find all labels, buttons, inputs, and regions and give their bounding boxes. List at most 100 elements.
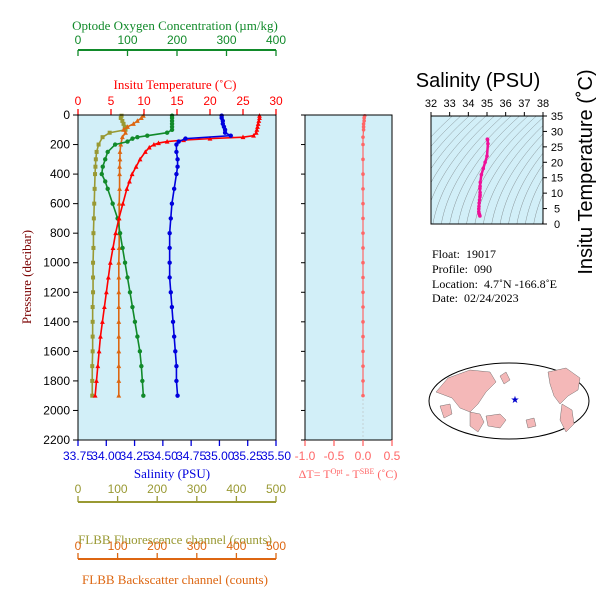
insitu-temperature-point bbox=[94, 378, 99, 383]
flbb-backscatter-channel-point bbox=[117, 156, 123, 162]
flbb-backscatter-channel-point bbox=[116, 393, 122, 398]
ts-title: Salinity (PSU) bbox=[416, 70, 540, 92]
optode-oxygen-concentration-point bbox=[169, 127, 175, 132]
optode-oxygen-concentration-point bbox=[120, 245, 125, 251]
flbb-fluorescence-channel-point bbox=[91, 260, 96, 265]
optode-oxygen-concentration-point bbox=[132, 319, 138, 325]
delta-tick-label: -1.0 bbox=[295, 449, 316, 463]
insitu-temperature-point bbox=[100, 319, 105, 324]
ts-track-point bbox=[483, 160, 487, 165]
flbb-fluorescence-channel-point bbox=[91, 290, 96, 295]
ts-y-tick-label: 10 bbox=[551, 188, 563, 200]
insitu-temperature-point bbox=[251, 133, 256, 138]
insitu-temperature-point bbox=[146, 144, 152, 150]
salinity-axis: 33.7534.0034.2534.5034.7535.0035.2535.50… bbox=[63, 440, 291, 481]
ts-track-point bbox=[481, 166, 486, 171]
backscatter-tick-label: 300 bbox=[187, 539, 207, 553]
salinity-point bbox=[175, 393, 180, 398]
ts-x-tick-label: 33 bbox=[444, 98, 456, 110]
temperature-tick-label: 10 bbox=[137, 94, 151, 108]
profile-label: Profile: bbox=[432, 262, 468, 276]
insitu-temperature-point bbox=[103, 289, 109, 295]
salinity-point bbox=[167, 275, 172, 280]
fluorescence-tick-label: 200 bbox=[147, 482, 167, 496]
ts-y-tick-label: 20 bbox=[551, 157, 563, 169]
insitu-temperature-point bbox=[256, 118, 262, 123]
insitu-temperature-point bbox=[96, 348, 102, 354]
delta-t-point bbox=[362, 116, 366, 120]
fluorescence-tick-label: 400 bbox=[226, 482, 246, 496]
flbb-fluorescence-channel-point bbox=[90, 319, 95, 324]
optode-oxygen-concentration-point bbox=[125, 139, 130, 144]
flbb-fluorescence-channel-point bbox=[123, 127, 128, 132]
insitu-temperature-point bbox=[98, 333, 103, 339]
ts-density-contour bbox=[457, 116, 529, 224]
ts-track-point bbox=[478, 180, 483, 185]
insitu-temperature-point bbox=[253, 130, 259, 135]
insitu-temperature-point bbox=[133, 164, 139, 169]
delta-tick-label: 0.5 bbox=[384, 449, 401, 463]
ts-track-point bbox=[486, 141, 490, 146]
optode-oxygen-concentration-point bbox=[103, 179, 108, 184]
delta-t-point bbox=[361, 364, 365, 368]
salinity-point bbox=[168, 216, 173, 221]
temperature-tick-label: 20 bbox=[203, 94, 217, 108]
float-info: Float: 19017 Profile: 090 Location: 4.7˚N -… bbox=[432, 247, 557, 305]
insitu-temperature-point bbox=[142, 149, 148, 154]
insitu-temperature-point bbox=[95, 363, 101, 369]
ts-track-point bbox=[479, 172, 484, 177]
delta-t-point bbox=[361, 379, 365, 383]
ts-x-tick-label: 34 bbox=[462, 98, 474, 110]
temperature-tick-label: 5 bbox=[108, 94, 115, 108]
ts-diagram: Salinity (PSU) Insitu Temperature (˚C) 3… bbox=[416, 69, 597, 274]
flbb-backscatter-channel-point bbox=[116, 289, 122, 295]
temperature-tick-label: 25 bbox=[236, 94, 250, 108]
salinity-tick-label: 33.75 bbox=[63, 449, 93, 463]
flbb-fluorescence-channel-point bbox=[90, 334, 95, 339]
ts-density-contour bbox=[431, 116, 487, 184]
ts-track-point bbox=[478, 184, 482, 189]
salinity-point bbox=[170, 319, 176, 325]
flbb-backscatter-channel-point bbox=[117, 186, 122, 191]
salinity-tick-label: 35.00 bbox=[204, 449, 234, 463]
delta-t-point bbox=[362, 119, 366, 123]
salinity-point bbox=[175, 164, 180, 169]
backscatter-tick-label: 100 bbox=[108, 539, 128, 553]
flbb-fluorescence-channel-point bbox=[94, 149, 99, 154]
main-profile-plot: 0 100 200 300 400 Optode Oxygen Concentratio… bbox=[19, 18, 291, 587]
flbb-fluorescence-channel-point bbox=[90, 393, 95, 398]
ts-x-tick-label: 38 bbox=[537, 98, 549, 110]
pressure-tick-label: 1000 bbox=[43, 256, 70, 270]
fluorescence-tick-label: 0 bbox=[75, 482, 82, 496]
backscatter-axis: 0 100 200 300 400 500 FLBB Backscatter channe… bbox=[75, 539, 287, 587]
oxygen-axis-title: Optode Oxygen Concentration (µm/kg) bbox=[72, 18, 278, 33]
flbb-backscatter-channel-point bbox=[116, 319, 122, 324]
delta-t-point bbox=[361, 231, 365, 235]
ts-track-point bbox=[485, 137, 490, 141]
ts-y-tick-label: 5 bbox=[554, 204, 560, 216]
optode-oxygen-concentration-point bbox=[130, 136, 135, 141]
ts-density-contour bbox=[516, 163, 543, 224]
flbb-backscatter-channel-point bbox=[116, 333, 122, 339]
backscatter-tick-label: 500 bbox=[266, 539, 286, 553]
insitu-temperature-point bbox=[92, 393, 98, 398]
ts-density-contour bbox=[431, 116, 461, 147]
delta-t-point bbox=[361, 260, 365, 265]
flbb-fluorescence-channel-point bbox=[90, 364, 95, 369]
pressure-tick-label: 1400 bbox=[43, 315, 70, 329]
delta-t-point bbox=[361, 187, 365, 191]
flbb-fluorescence-channel-point bbox=[107, 130, 112, 135]
flbb-fluorescence-channel-point bbox=[91, 245, 96, 250]
salinity-point bbox=[174, 149, 179, 155]
delta-t-point bbox=[361, 290, 365, 295]
ts-density-contour bbox=[508, 152, 543, 224]
salinity-point bbox=[222, 130, 228, 135]
backscatter-tick-label: 200 bbox=[147, 539, 167, 553]
svg-text:Float:19017: Float: 19017 bbox=[432, 247, 496, 261]
flbb-backscatter-channel-point bbox=[123, 130, 128, 135]
delta-t-plot: -1.0 -0.5 0.0 0.5 ΔT= TOpt - TSBE (˚C) bbox=[295, 113, 401, 481]
pressure-axis: 0 200 400 600 800 1000 1200 1400 1600 1800 2000 220… bbox=[19, 108, 78, 447]
flbb-fluorescence-channel-point bbox=[100, 135, 105, 140]
pressure-tick-label: 1800 bbox=[43, 374, 70, 388]
delta-t-point bbox=[361, 246, 365, 250]
